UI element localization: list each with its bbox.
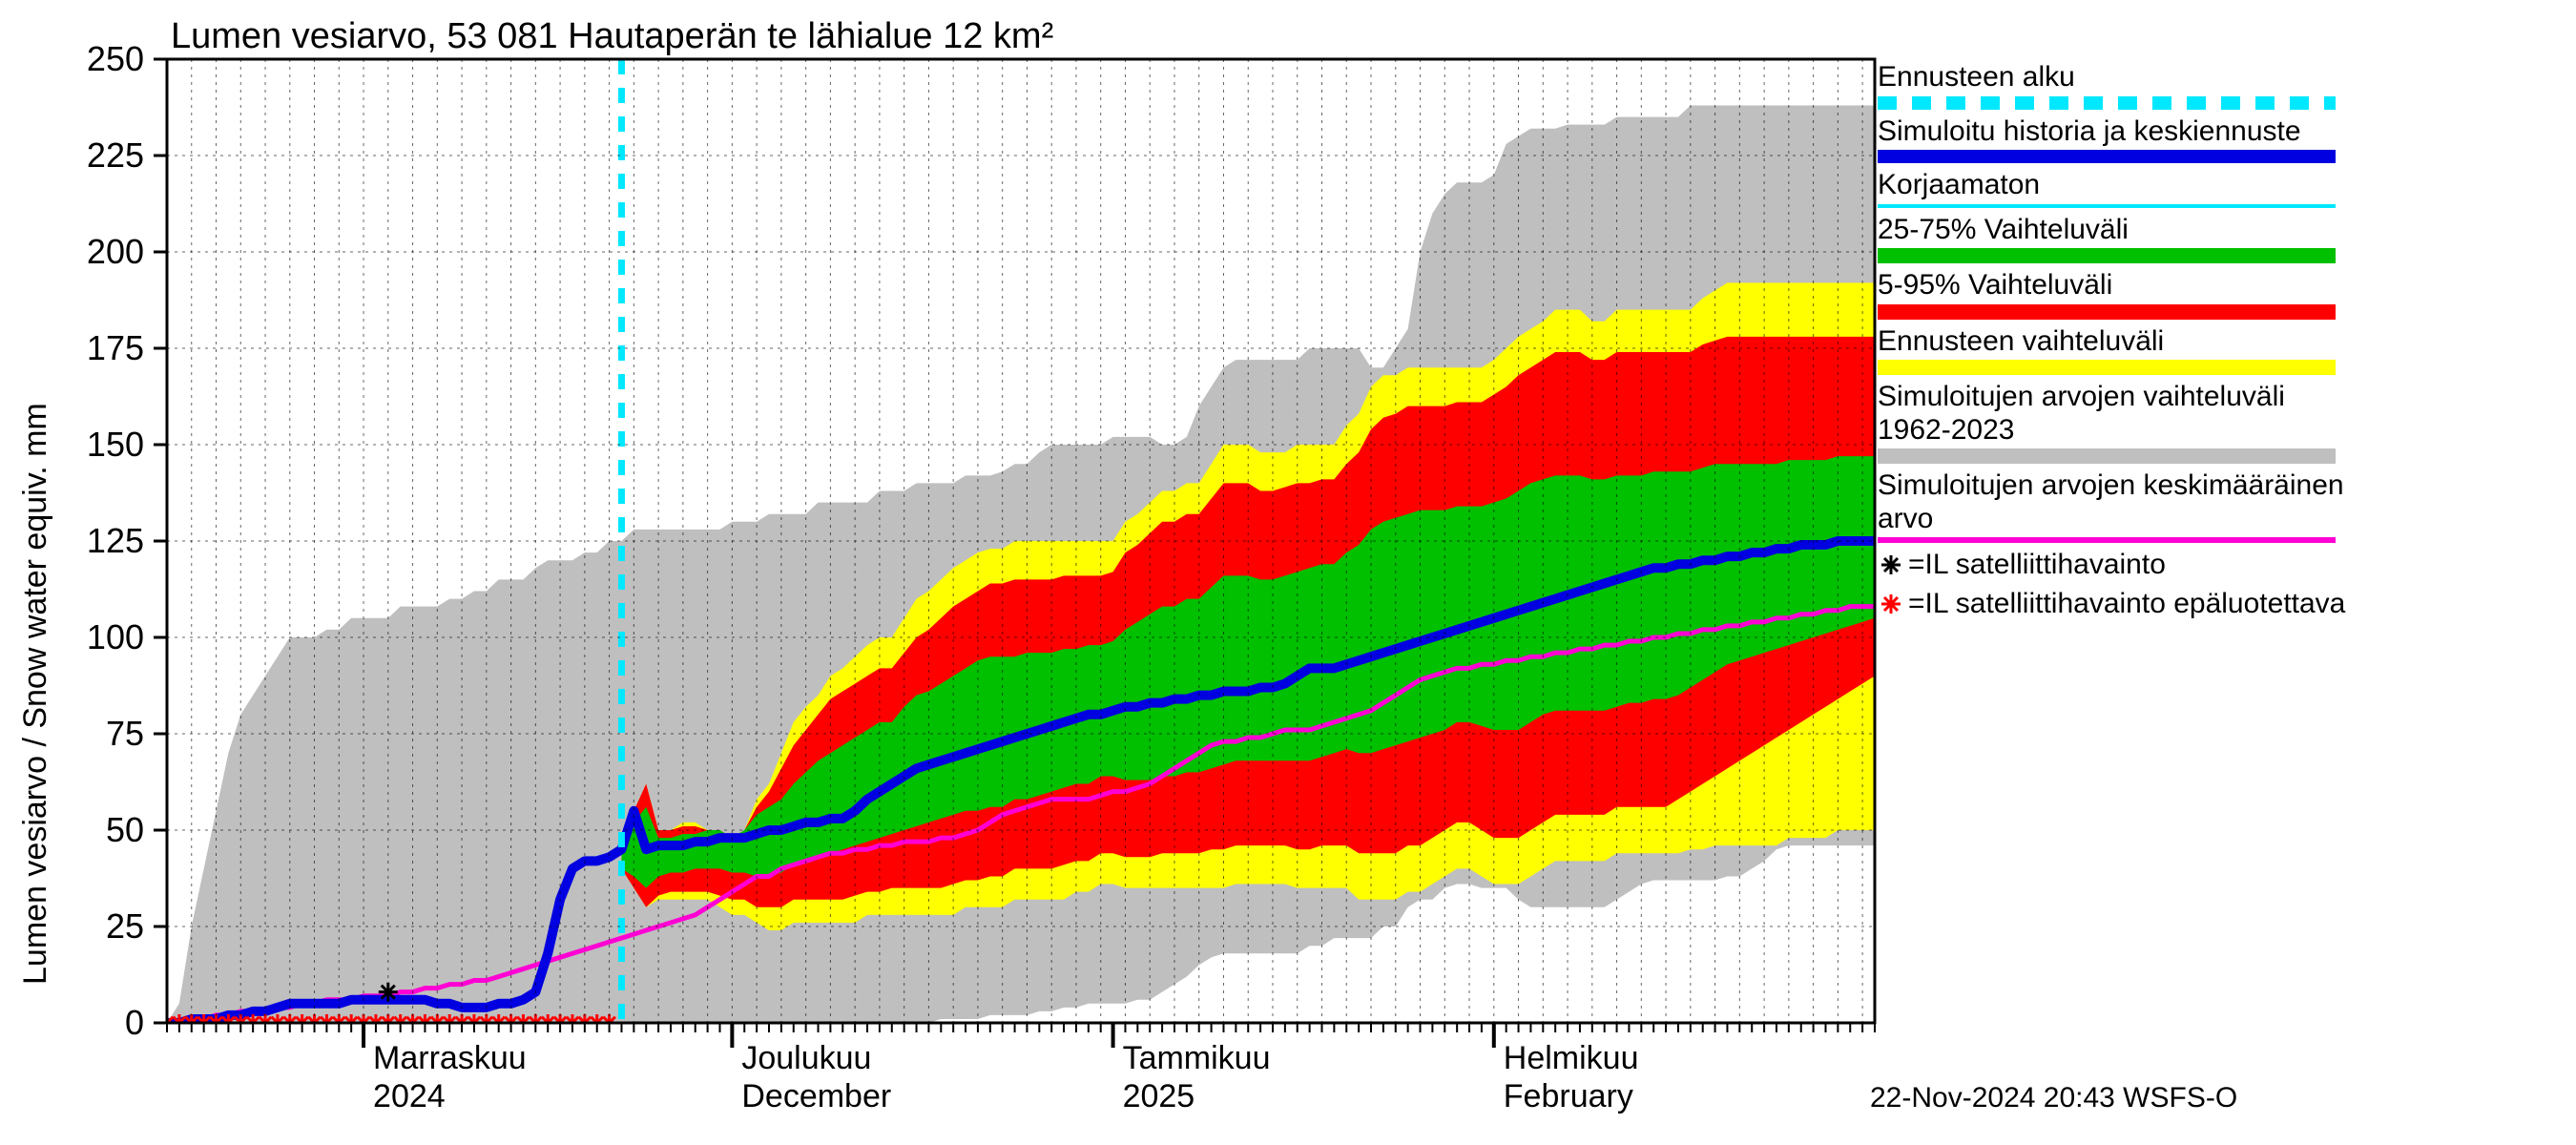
- svg-text:Lumen vesiarvo / Snow water eq: Lumen vesiarvo / Snow water equiv. mm: [17, 403, 53, 985]
- legend-label: Simuloitu historia ja keskiennuste: [1878, 115, 2364, 149]
- svg-text:25: 25: [106, 906, 144, 946]
- legend-swatch: [1878, 360, 2336, 375]
- legend-item: 25-75% Vaihteluväli: [1878, 214, 2364, 264]
- legend-label: =IL satelliittihavainto: [1908, 549, 2166, 582]
- svg-text:0: 0: [125, 1003, 144, 1042]
- svg-text:Marraskuu: Marraskuu: [373, 1040, 527, 1076]
- legend-item: Simuloitujen arvojen vaihteluväli 1962-2…: [1878, 381, 2364, 464]
- svg-text:50: 50: [106, 810, 144, 849]
- legend-label: Ennusteen vaihteluväli: [1878, 325, 2364, 359]
- svg-text:Joulukuu: Joulukuu: [741, 1040, 871, 1076]
- legend-item: =IL satelliittihavainto epäluotettava: [1878, 588, 2364, 621]
- svg-text:Lumen vesiarvo, 53 081 Hautape: Lumen vesiarvo, 53 081 Hautaperän te läh…: [171, 16, 1053, 56]
- legend-swatch: [1878, 448, 2336, 464]
- asterisk-red-icon: [1878, 591, 1904, 617]
- legend-item: Ennusteen vaihteluväli: [1878, 325, 2364, 376]
- svg-text:100: 100: [87, 617, 144, 656]
- legend-label: 5-95% Vaihteluväli: [1878, 269, 2364, 302]
- legend-item: =IL satelliittihavainto: [1878, 549, 2364, 582]
- svg-text:175: 175: [87, 328, 144, 367]
- legend-item: 5-95% Vaihteluväli: [1878, 269, 2364, 320]
- timestamp: 22-Nov-2024 20:43 WSFS-O: [1870, 1082, 2237, 1114]
- svg-text:150: 150: [87, 425, 144, 464]
- legend-swatch: [1878, 537, 2336, 543]
- legend: Ennusteen alku Simuloitu historia ja kesk…: [1878, 61, 2364, 626]
- legend-swatch: [1878, 204, 2336, 208]
- legend-label: Korjaamaton: [1878, 169, 2364, 202]
- legend-item: Ennusteen alku: [1878, 61, 2364, 110]
- legend-swatch: [1878, 304, 2336, 320]
- svg-text:Tammikuu: Tammikuu: [1123, 1040, 1271, 1076]
- svg-text:February: February: [1504, 1078, 1633, 1114]
- legend-item: Simuloitujen arvojen keskimääräinen arvo: [1878, 469, 2364, 543]
- legend-label: Simuloitujen arvojen keskimääräinen arvo: [1878, 469, 2364, 535]
- legend-swatch: [1878, 150, 2336, 163]
- legend-swatch: [1878, 248, 2336, 263]
- svg-text:75: 75: [106, 714, 144, 753]
- svg-text:2024: 2024: [373, 1078, 446, 1114]
- svg-text:225: 225: [87, 135, 144, 175]
- legend-label: 25-75% Vaihteluväli: [1878, 214, 2364, 247]
- legend-label: Simuloitujen arvojen vaihteluväli 1962-2…: [1878, 381, 2364, 447]
- svg-text:Helmikuu: Helmikuu: [1504, 1040, 1639, 1076]
- svg-text:2025: 2025: [1123, 1078, 1195, 1114]
- legend-item: Korjaamaton: [1878, 169, 2364, 208]
- asterisk-black-icon: [1878, 552, 1904, 578]
- legend-label: =IL satelliittihavainto epäluotettava: [1908, 588, 2345, 621]
- legend-label: Ennusteen alku: [1878, 61, 2364, 94]
- svg-text:125: 125: [87, 521, 144, 560]
- legend-swatch: [1878, 96, 2336, 110]
- svg-text:200: 200: [87, 232, 144, 271]
- svg-text:250: 250: [87, 39, 144, 78]
- svg-text:December: December: [741, 1078, 891, 1114]
- legend-item: Simuloitu historia ja keskiennuste: [1878, 115, 2364, 164]
